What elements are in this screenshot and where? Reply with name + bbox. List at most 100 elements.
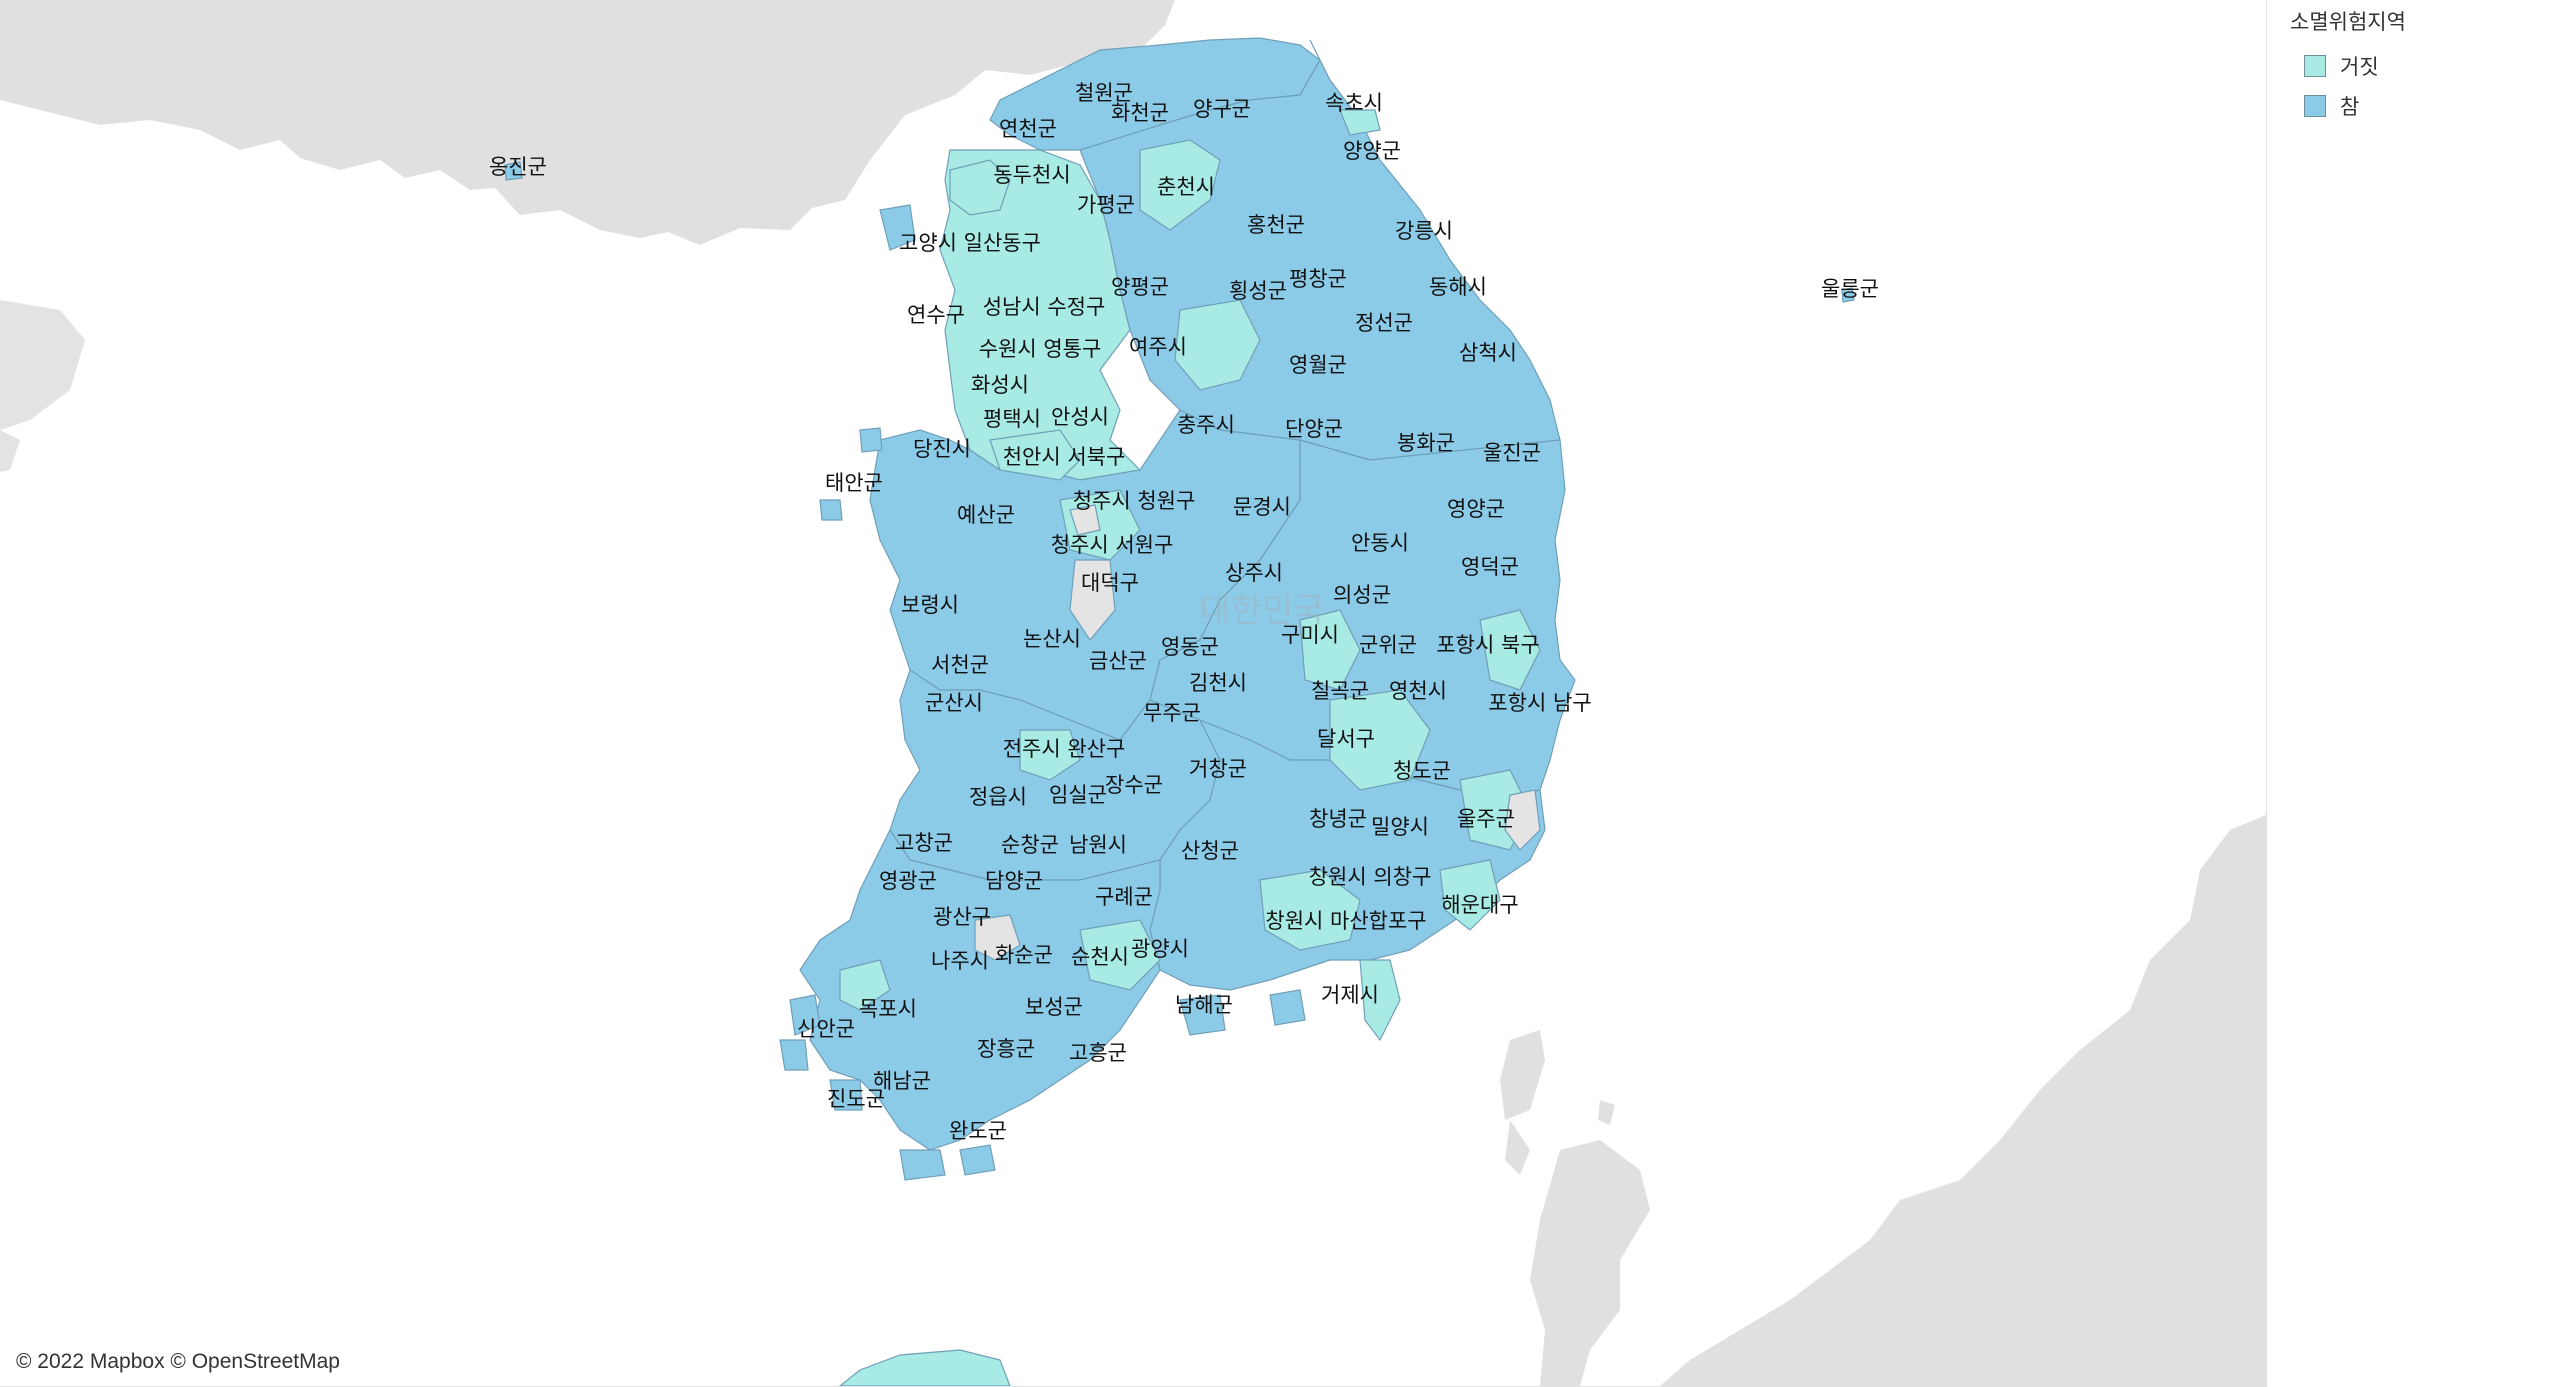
legend-label-false: 거짓 xyxy=(2340,55,2379,79)
region-label: 화천군 xyxy=(1111,101,1169,125)
region-label: 창원시 마산합포구 xyxy=(1265,909,1426,933)
region-label: 진도군 xyxy=(827,1087,885,1111)
region-label: 연수구 xyxy=(907,303,965,327)
region-label: 수원시 영통구 xyxy=(979,337,1102,361)
region-label: 순창군 xyxy=(1001,833,1059,857)
region-label: 장수군 xyxy=(1105,773,1163,797)
region-label: 칠곡군 xyxy=(1311,679,1369,703)
region-changwon-false[interactable] xyxy=(1259,869,1361,951)
region-label: 영월군 xyxy=(1289,353,1347,377)
region-label: 광산구 xyxy=(933,905,991,929)
region-label: 철원군 xyxy=(1075,81,1133,105)
region-label: 완도군 xyxy=(949,1119,1007,1143)
region-label: 나주시 xyxy=(931,949,989,973)
map-attribution[interactable]: © 2022 Mapbox © OpenStreetMap xyxy=(16,1350,340,1373)
region-label: 정선군 xyxy=(1355,311,1413,335)
island-s-1 xyxy=(959,1144,996,1176)
region-label: 상주시 xyxy=(1225,561,1283,585)
region-busan-nodata[interactable] xyxy=(1504,789,1541,851)
region-sejong-nodata[interactable] xyxy=(1069,504,1101,536)
legend-item-false[interactable]: 거짓 xyxy=(2290,46,2540,86)
region-mokpo-false[interactable] xyxy=(839,959,891,1011)
legend-swatch-true xyxy=(2304,95,2326,117)
region-label: 창녕군 xyxy=(1309,807,1367,831)
region-label: 여주시 xyxy=(1129,335,1187,359)
region-label: 울진군 xyxy=(1483,441,1541,465)
region-label: 천안시 서북구 xyxy=(1003,445,1126,469)
region-label: 속초시 xyxy=(1325,91,1383,115)
legend-label-true: 참 xyxy=(2340,95,2360,119)
japan-island-tsushima xyxy=(1505,1120,1530,1175)
region-label: 논산시 xyxy=(1023,627,1081,651)
region-label: 화성시 xyxy=(971,373,1029,397)
region-pohang-false[interactable] xyxy=(1479,609,1541,691)
region-suncheon-false[interactable] xyxy=(1079,919,1161,991)
region-label: 순천시 xyxy=(1071,945,1129,969)
japan-island-small xyxy=(1598,1100,1615,1125)
region-label: 영양군 xyxy=(1447,497,1505,521)
region-label: 포항시 남구 xyxy=(1488,691,1591,715)
region-label: 신안군 xyxy=(797,1017,855,1041)
island-w-1 xyxy=(859,427,883,453)
region-label: 청주시 청원구 xyxy=(1073,489,1196,513)
region-label: 임실군 xyxy=(1049,783,1107,807)
region-chuncheon-false[interactable] xyxy=(1139,139,1221,231)
region-wonju-false[interactable] xyxy=(1174,299,1261,391)
region-sokcho-false[interactable] xyxy=(1339,109,1381,136)
legend-item-true[interactable]: 참 xyxy=(2290,86,2540,126)
region-label: 포항시 북구 xyxy=(1436,633,1539,657)
region-busan-false[interactable] xyxy=(1439,859,1501,931)
region-label: 옹진군 xyxy=(489,155,547,179)
region-gyeonggi-north-false[interactable] xyxy=(949,159,1011,216)
region-label: 울릉군 xyxy=(1821,277,1879,301)
region-gumi-false[interactable] xyxy=(1299,609,1361,691)
region-label: 담양군 xyxy=(985,869,1043,893)
region-label: 강릉시 xyxy=(1395,219,1453,243)
region-label: 금산군 xyxy=(1089,649,1147,673)
map-canvas[interactable]: 대한민국 철원군 화천군 양구군 속초시 연천군 옹진군 동두천시 춘천시 양양군 가평군 홍천군 강… xyxy=(0,0,2267,1387)
region-label: 당진시 xyxy=(913,437,971,461)
region-label: 남해군 xyxy=(1175,993,1233,1017)
region-label: 남원시 xyxy=(1069,833,1127,857)
region-geoje-false[interactable] xyxy=(1359,959,1401,1042)
island-sw-2 xyxy=(779,1039,809,1071)
south-korea-regions xyxy=(504,37,1855,1386)
region-gwangju-nodata[interactable] xyxy=(974,914,1021,961)
region-label: 군산시 xyxy=(925,691,983,715)
japan-honshu-land xyxy=(1660,815,2266,1386)
region-label: 안성시 xyxy=(1051,405,1109,429)
region-label: 영광군 xyxy=(879,869,937,893)
island-s-3 xyxy=(1269,989,1306,1026)
region-label: 보령시 xyxy=(901,593,959,617)
region-area-jeonnam[interactable] xyxy=(799,828,1161,1151)
region-label: 영덕군 xyxy=(1461,555,1519,579)
jeju-island[interactable] xyxy=(839,1349,1011,1386)
region-label: 홍천군 xyxy=(1247,213,1305,237)
region-label: 문경시 xyxy=(1233,495,1291,519)
region-label: 고양시 일산동구 xyxy=(899,231,1041,255)
region-label: 밀양시 xyxy=(1371,815,1429,839)
region-label: 대덕구 xyxy=(1081,571,1139,595)
region-jeonju-false[interactable] xyxy=(1019,729,1081,781)
region-label: 보성군 xyxy=(1025,995,1083,1019)
region-daejeon-nodata[interactable] xyxy=(1069,559,1116,642)
region-label: 평창군 xyxy=(1289,267,1347,291)
legend-title: 소멸위험지역 xyxy=(2290,10,2406,34)
japan-kyushu-land xyxy=(1530,1140,1650,1386)
island-ulleung xyxy=(1841,287,1855,303)
region-label: 예산군 xyxy=(957,503,1015,527)
region-label: 장흥군 xyxy=(977,1037,1035,1061)
region-label: 무주군 xyxy=(1143,701,1201,725)
region-daegu-false[interactable] xyxy=(1329,689,1431,791)
legend-swatch-false xyxy=(2304,55,2326,77)
region-label: 횡성군 xyxy=(1229,279,1287,303)
region-cheonan-false[interactable] xyxy=(989,429,1081,481)
region-label: 충주시 xyxy=(1177,413,1235,437)
region-label: 전주시 완산구 xyxy=(1003,737,1126,761)
country-watermark: 대한민국 xyxy=(1199,591,1324,631)
legend: 소멸위험지역 거짓 참 xyxy=(2290,6,2540,126)
island-ongjin xyxy=(504,161,523,181)
region-label: 양평군 xyxy=(1111,275,1169,299)
